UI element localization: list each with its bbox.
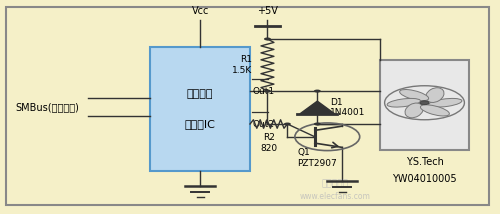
Ellipse shape [405,103,423,118]
Text: Y.S.Tech: Y.S.Tech [406,157,444,167]
Text: Out2: Out2 [252,119,274,129]
Circle shape [314,123,321,125]
Circle shape [264,90,271,92]
Text: SMBus(至控制器): SMBus(至控制器) [16,102,80,112]
Text: R1
1.5K: R1 1.5K [232,55,252,75]
Ellipse shape [400,89,428,101]
Text: Out1: Out1 [252,86,274,96]
Text: R2
820: R2 820 [260,134,278,153]
FancyBboxPatch shape [380,60,470,150]
Text: YW04010005: YW04010005 [392,174,457,184]
Text: Q1
PZT2907: Q1 PZT2907 [298,148,337,168]
Text: D1
1N4001: D1 1N4001 [330,98,365,117]
Polygon shape [300,101,335,114]
FancyBboxPatch shape [150,48,250,171]
Text: 数字温度: 数字温度 [187,89,214,99]
Ellipse shape [420,105,450,116]
Circle shape [314,90,321,92]
Text: Vcc: Vcc [192,6,209,16]
Circle shape [284,123,291,125]
Circle shape [420,101,429,105]
Text: 电子发烧友: 电子发烧友 [322,179,348,188]
Text: +5V: +5V [257,6,278,16]
Ellipse shape [428,98,462,107]
Text: 传感器IC: 传感器IC [184,119,216,129]
Text: www.elecfans.com: www.elecfans.com [300,192,370,201]
Circle shape [264,37,271,40]
Ellipse shape [387,98,420,107]
FancyBboxPatch shape [6,7,490,205]
Ellipse shape [426,88,444,103]
